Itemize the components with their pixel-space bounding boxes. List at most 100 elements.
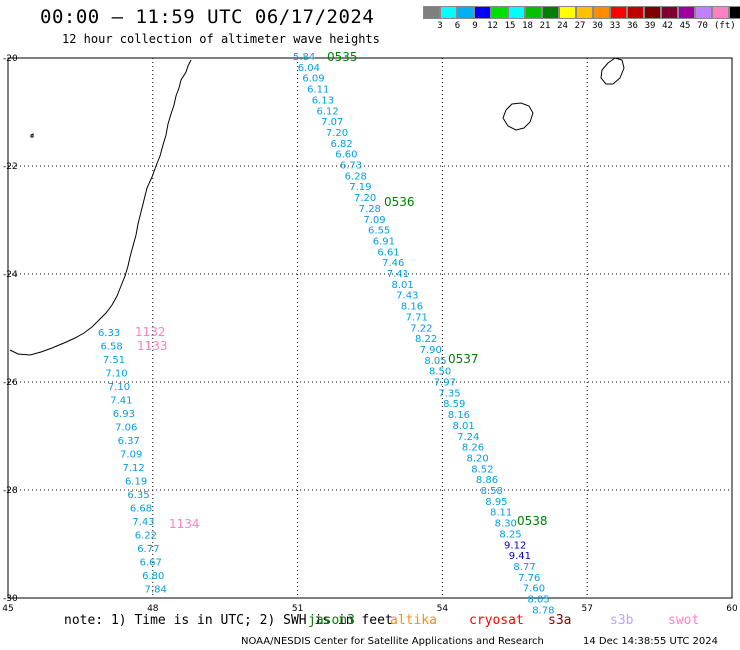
legend-swatch xyxy=(695,6,712,19)
legend-swatch xyxy=(508,6,525,19)
wave-height-label: 8.86 xyxy=(476,475,498,486)
islet xyxy=(30,133,34,138)
legend-label: 21 xyxy=(539,21,551,31)
wave-height-label: 7.09 xyxy=(363,215,385,226)
track-time-label: 1132 xyxy=(135,325,166,339)
satellite-name: swot xyxy=(668,613,700,628)
wave-height-label: 6.80 xyxy=(142,571,164,582)
wave-height-label: 8.77 xyxy=(513,562,535,573)
wave-height-label: 6.82 xyxy=(331,139,353,150)
legend-swatch xyxy=(644,6,661,19)
wave-height-label: 8.01 xyxy=(391,280,413,291)
footnote: note: 1) Time is in UTC; 2) SWH is in fe… xyxy=(64,613,393,628)
wave-height-label: 6.13 xyxy=(312,95,334,106)
legend-label: 70 xyxy=(697,21,708,31)
wave-height-label: 6.58 xyxy=(100,342,122,353)
wave-height-label: 7.41 xyxy=(110,396,132,407)
wave-height-label: 6.12 xyxy=(316,106,338,117)
lat-tick-label: -30 xyxy=(3,594,18,604)
wave-height-label: 7.84 xyxy=(145,585,167,596)
wave-height-label: 7.24 xyxy=(457,432,479,443)
lon-tick-label: 54 xyxy=(437,604,449,614)
legend-swatch xyxy=(423,6,440,19)
wave-height-label: 8.58 xyxy=(481,486,503,497)
wave-height-label: 6.33 xyxy=(98,328,120,339)
legend-swatch xyxy=(559,6,576,19)
satellite-name: cryosat xyxy=(469,613,524,628)
wave-height-label: 7.07 xyxy=(321,117,343,128)
wave-height-label: 8.26 xyxy=(462,443,484,454)
legend-swatch xyxy=(525,6,542,19)
wave-height-label: 6.61 xyxy=(377,247,399,258)
wave-height-label: 9.41 xyxy=(509,551,531,562)
legend-swatch xyxy=(627,6,644,19)
page-subtitle: 12 hour collection of altimeter wave hei… xyxy=(62,32,380,46)
wave-height-label: 7.06 xyxy=(115,423,137,434)
wave-height-label: 8.22 xyxy=(415,334,437,345)
legend-swatch xyxy=(457,6,474,19)
wave-height-label: 7.41 xyxy=(387,269,409,280)
wave-height-label: 6.60 xyxy=(335,150,357,161)
credit: NOAA/NESDIS Center for Satellite Applica… xyxy=(241,636,544,647)
wave-height-label: 7.22 xyxy=(410,323,432,334)
wave-height-labels: 5.846.046.096.116.136.127.077.206.826.60… xyxy=(98,50,554,616)
wave-height-label: 8.05 xyxy=(528,595,550,606)
wave-height-label: 8.95 xyxy=(485,497,507,508)
legend-label: 18 xyxy=(522,21,533,31)
wave-height-label: 8.50 xyxy=(429,367,451,378)
wave-height-label: 6.73 xyxy=(340,161,362,172)
legend-swatch xyxy=(593,6,610,19)
lon-tick-label: 57 xyxy=(581,604,592,614)
reunion-island xyxy=(502,102,534,131)
legend-swatch xyxy=(474,6,491,19)
wave-height-label: 8.05 xyxy=(424,356,446,367)
legend-label: 6 xyxy=(454,21,461,31)
track-time-label: 1133 xyxy=(137,339,168,353)
wave-height-label: 6.22 xyxy=(135,531,157,542)
wave-height-label: 7.97 xyxy=(434,378,456,389)
wave-height-label: 6.55 xyxy=(368,226,390,237)
map-grid: 45 48 51 54 57 60-20-22-24-26-28-30 xyxy=(2,54,738,614)
mauritius-island xyxy=(600,57,625,85)
wave-height-label: 7.35 xyxy=(438,388,460,399)
wave-height-label: 7.20 xyxy=(326,128,348,139)
wave-height-label: 6.09 xyxy=(302,74,324,85)
wave-height-label: 7.10 xyxy=(105,369,127,380)
wave-height-label: 5.84 xyxy=(293,52,315,63)
legend-label: 33 xyxy=(609,21,621,31)
satellite-name: s3a xyxy=(548,613,572,628)
wave-height-label: 9.12 xyxy=(504,540,526,551)
legend-swatch xyxy=(440,6,457,19)
wave-height-label: 6.11 xyxy=(307,85,329,96)
wave-height-label: 8.11 xyxy=(490,508,512,519)
legend-swatch xyxy=(610,6,627,19)
wave-height-label: 8.20 xyxy=(467,453,489,464)
lat-tick-label: -22 xyxy=(3,162,18,172)
wave-height-label: 7.12 xyxy=(123,463,145,474)
wave-height-label: 7.46 xyxy=(382,258,404,269)
wave-height-label: 6.93 xyxy=(113,409,135,420)
wave-height-label: 7.28 xyxy=(359,204,381,215)
wave-height-label: 8.16 xyxy=(401,302,423,313)
wave-height-label: 6.28 xyxy=(345,171,367,182)
legend-label: 45 xyxy=(679,21,691,31)
wave-height-label: 6.19 xyxy=(125,477,147,488)
wave-height-label: 7.51 xyxy=(103,355,125,366)
legend-label: 3 xyxy=(437,21,443,31)
legend-label: 24 xyxy=(557,21,568,31)
legend-label: 12 xyxy=(487,21,498,31)
track-time-label: 0538 xyxy=(517,514,548,528)
legend-swatch xyxy=(491,6,508,19)
wave-height-label: 7.19 xyxy=(349,182,371,193)
wave-height-label: 6.68 xyxy=(130,504,152,515)
wave-height-label: 7.09 xyxy=(120,450,142,461)
wave-height-label: 7.76 xyxy=(518,573,540,584)
legend-label: 9 xyxy=(472,21,478,31)
legend-swatch xyxy=(712,6,729,19)
lat-tick-label: -26 xyxy=(3,378,18,388)
page-title: 00:00 — 11:59 UTC 06/17/2024 xyxy=(40,6,375,28)
legend-label: 42 xyxy=(662,21,673,31)
legend-label: 36 xyxy=(627,21,638,31)
legend-unit: (ft) xyxy=(714,21,736,31)
